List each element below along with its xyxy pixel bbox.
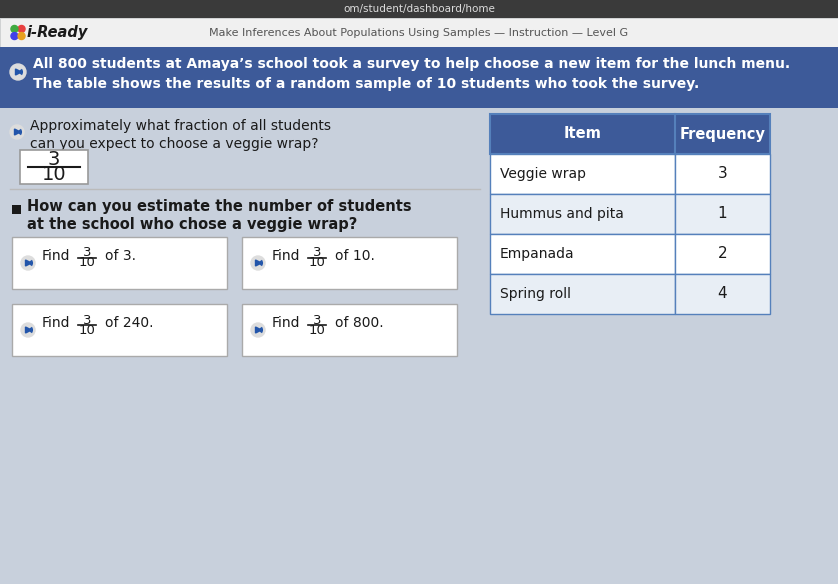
Text: Find: Find (272, 316, 301, 330)
Polygon shape (25, 260, 32, 266)
Text: 3: 3 (83, 246, 91, 259)
Text: 10: 10 (308, 256, 325, 269)
Text: The table shows the results of a random sample of 10 students who took the surve: The table shows the results of a random … (33, 77, 699, 91)
Text: 10: 10 (79, 256, 96, 269)
FancyBboxPatch shape (490, 114, 770, 154)
Text: Empanada: Empanada (500, 247, 575, 261)
Text: Make Inferences About Populations Using Samples — Instruction — Level G: Make Inferences About Populations Using … (210, 27, 628, 37)
Text: Find: Find (42, 316, 70, 330)
Text: Veggie wrap: Veggie wrap (500, 167, 586, 181)
Text: 10: 10 (42, 165, 66, 184)
Circle shape (11, 26, 18, 33)
FancyBboxPatch shape (12, 304, 227, 356)
Text: 3: 3 (313, 314, 321, 326)
Text: 3: 3 (83, 314, 91, 326)
Text: 10: 10 (308, 324, 325, 336)
Text: Find: Find (42, 249, 70, 263)
Text: of 3.: of 3. (105, 249, 136, 263)
Text: at the school who chose a veggie wrap?: at the school who chose a veggie wrap? (27, 217, 357, 231)
FancyBboxPatch shape (12, 237, 227, 289)
FancyBboxPatch shape (0, 108, 838, 584)
Circle shape (18, 33, 25, 40)
FancyBboxPatch shape (490, 274, 675, 314)
Text: of 800.: of 800. (335, 316, 384, 330)
Text: Spring roll: Spring roll (500, 287, 571, 301)
Text: 4: 4 (717, 287, 727, 301)
Text: How can you estimate the number of students: How can you estimate the number of stude… (27, 200, 411, 214)
Text: 2: 2 (717, 246, 727, 262)
FancyBboxPatch shape (242, 304, 457, 356)
Text: Item: Item (564, 127, 602, 141)
FancyBboxPatch shape (0, 18, 838, 47)
Circle shape (21, 256, 35, 270)
FancyBboxPatch shape (490, 234, 675, 274)
Text: 3: 3 (313, 246, 321, 259)
Circle shape (10, 125, 24, 139)
FancyBboxPatch shape (20, 150, 88, 184)
Polygon shape (256, 260, 261, 266)
Circle shape (251, 323, 265, 337)
Text: of 10.: of 10. (335, 249, 375, 263)
FancyBboxPatch shape (0, 0, 838, 18)
Text: Approximately what fraction of all students: Approximately what fraction of all stude… (30, 119, 331, 133)
FancyBboxPatch shape (490, 194, 675, 234)
Circle shape (18, 26, 25, 33)
Text: Hummus and pita: Hummus and pita (500, 207, 623, 221)
Text: om/student/dashboard/home: om/student/dashboard/home (343, 4, 495, 14)
Text: All 800 students at Amaya’s school took a survey to help choose a new item for t: All 800 students at Amaya’s school took … (33, 57, 790, 71)
Text: of 240.: of 240. (105, 316, 153, 330)
Text: 1: 1 (717, 207, 727, 221)
FancyBboxPatch shape (242, 237, 457, 289)
Circle shape (10, 64, 26, 80)
Circle shape (21, 323, 35, 337)
FancyBboxPatch shape (675, 274, 770, 314)
Text: 3: 3 (48, 150, 60, 169)
FancyBboxPatch shape (675, 234, 770, 274)
Text: 3: 3 (717, 166, 727, 182)
Polygon shape (14, 129, 20, 135)
Polygon shape (25, 327, 32, 333)
Text: can you expect to choose a veggie wrap?: can you expect to choose a veggie wrap? (30, 137, 318, 151)
FancyBboxPatch shape (12, 205, 21, 214)
Polygon shape (256, 327, 261, 333)
Circle shape (251, 256, 265, 270)
FancyBboxPatch shape (490, 154, 675, 194)
Polygon shape (15, 69, 22, 75)
Text: i-Ready: i-Ready (27, 25, 88, 40)
FancyBboxPatch shape (675, 154, 770, 194)
Text: Find: Find (272, 249, 301, 263)
Text: 10: 10 (79, 324, 96, 336)
Text: Frequency: Frequency (680, 127, 765, 141)
Circle shape (11, 33, 18, 40)
FancyBboxPatch shape (675, 194, 770, 234)
FancyBboxPatch shape (0, 47, 838, 108)
